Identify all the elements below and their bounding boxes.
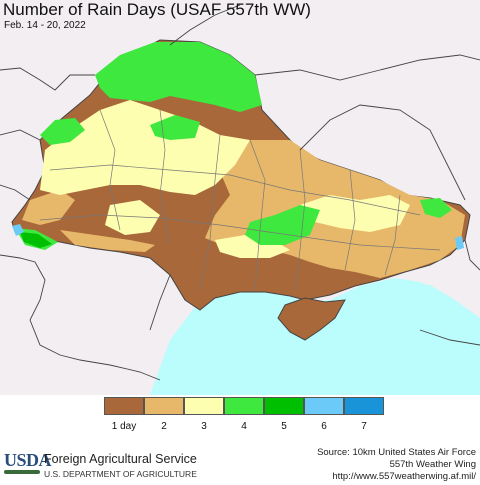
source-link[interactable]: http://www.557weatherwing.af.mil/ [332, 471, 476, 482]
legend-label-2: 2 [161, 421, 167, 432]
legend-swatch-3 [184, 397, 224, 415]
legend-swatch-1 [104, 397, 144, 415]
usda-logo-swoosh [4, 470, 40, 474]
legend-label-6: 6 [321, 421, 327, 432]
date-range: Feb. 14 - 20, 2022 [4, 20, 86, 31]
department-name: U.S. DEPARTMENT OF AGRICULTURE [44, 469, 197, 479]
legend-label-4: 4 [241, 421, 247, 432]
legend-label-5: 5 [281, 421, 287, 432]
legend-swatch-4 [224, 397, 264, 415]
agency-name: Foreign Agricultural Service [44, 452, 197, 466]
zone-5-days [20, 232, 52, 248]
source-line-1: Source: 10km United States Air Force [317, 447, 476, 458]
zone-2-days [60, 230, 155, 252]
zone-3-days [300, 195, 410, 232]
zone-4-days [40, 118, 85, 145]
crimea [277, 297, 346, 341]
country-borders [0, 4, 480, 381]
zone-6-days [12, 224, 24, 236]
legend-swatch-5 [264, 397, 304, 415]
zone-4-days [95, 42, 262, 112]
legend-swatch-2 [144, 397, 184, 415]
source-credit: Source: 10km United States Air Force 557… [317, 447, 476, 483]
legend-label-3: 3 [201, 421, 207, 432]
zone-6-days [455, 236, 464, 250]
source-line-2: 557th Weather Wing [389, 459, 476, 470]
zone-4-days [150, 115, 200, 140]
usda-logo: USDA [4, 450, 52, 470]
footer: USDA Foreign Agricultural Service U.S. D… [0, 440, 480, 485]
legend-swatch-6 [304, 397, 344, 415]
zone-4-days [420, 198, 452, 218]
zone-3-days [105, 200, 160, 235]
map-title: Number of Rain Days (USAF 557th WW) [3, 0, 311, 19]
sea-of-azov [330, 278, 440, 312]
oblast-borders [39, 109, 441, 291]
black-sea [150, 282, 480, 395]
legend-label-1: 1 day [111, 421, 137, 432]
rain-days-map [0, 0, 480, 395]
zone-2-days [22, 190, 75, 225]
legend-swatch-7 [344, 397, 384, 415]
legend-label-7: 7 [361, 421, 367, 432]
